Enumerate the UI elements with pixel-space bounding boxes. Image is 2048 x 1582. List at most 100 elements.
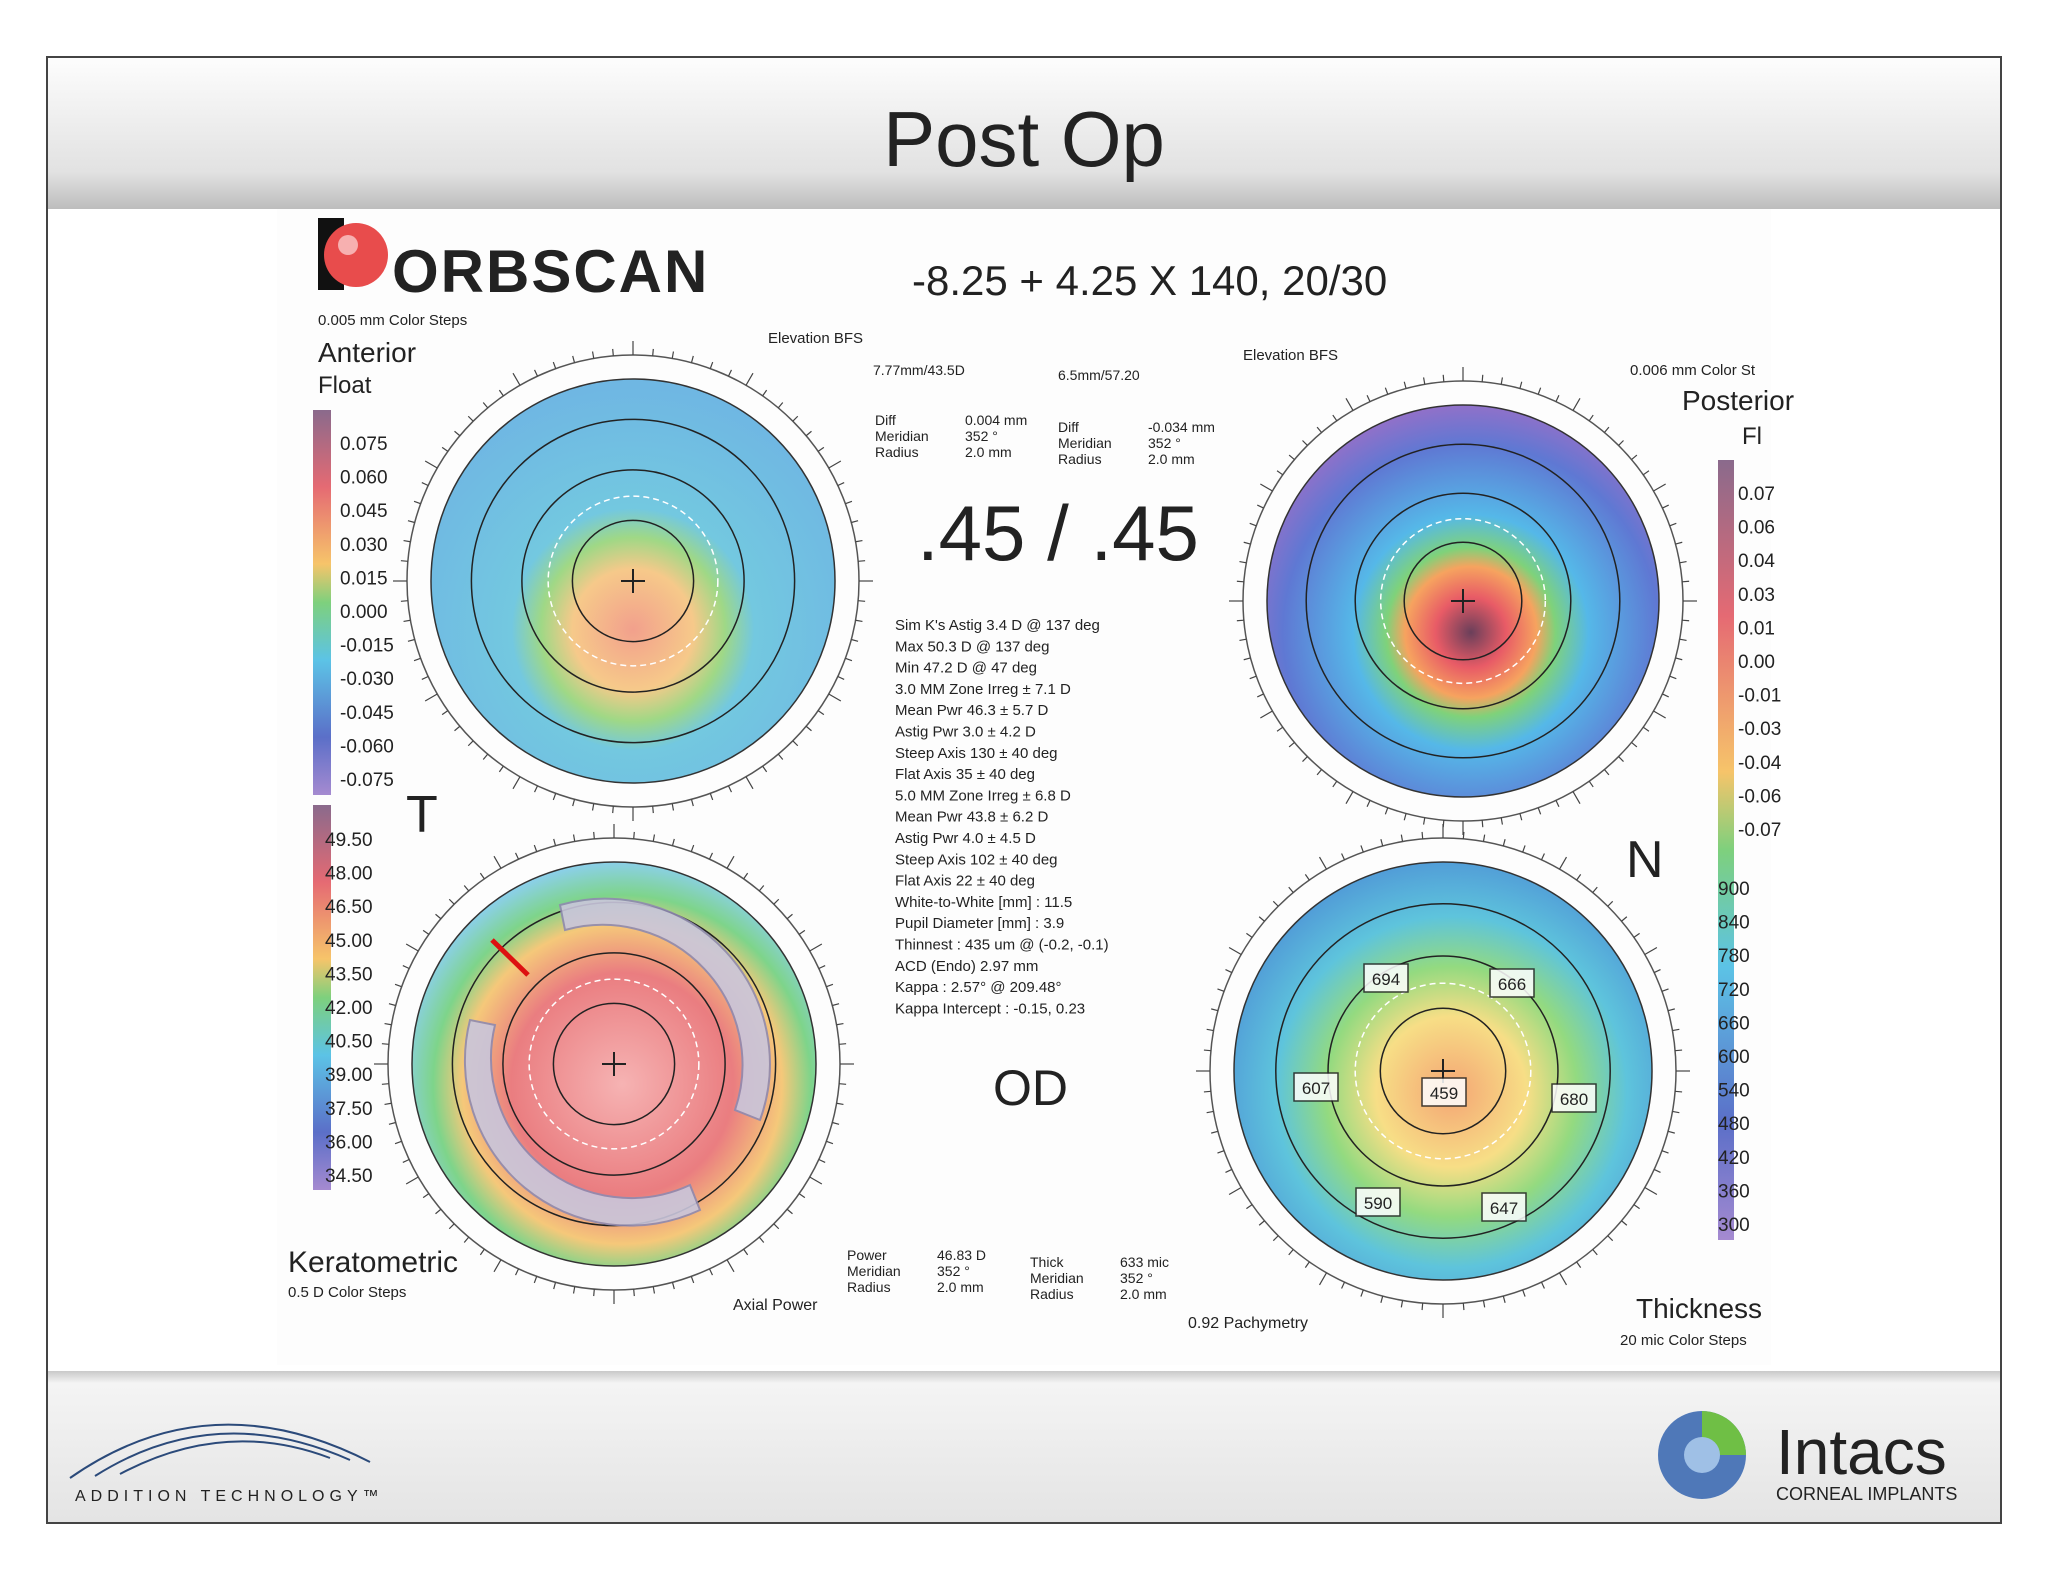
map-bfs: 6.5mm/57.20	[1058, 367, 1140, 383]
map-tick	[1653, 710, 1666, 719]
map-color-steps: 20 mic Color Steps	[1620, 1332, 1747, 1349]
map-tick	[652, 1286, 656, 1294]
logo-highlight	[338, 235, 358, 255]
map-tick	[493, 855, 502, 869]
map-tick	[1679, 638, 1687, 642]
scale-label: 360	[1718, 1181, 1750, 1202]
map-tick	[1662, 693, 1669, 698]
map-tick	[786, 913, 793, 920]
map-tick	[1400, 834, 1404, 842]
map-tick	[512, 776, 521, 790]
brand: ORBSCAN	[392, 238, 709, 305]
map-tick	[407, 638, 415, 642]
map-tick	[1675, 541, 1683, 545]
map-pupil-ring	[528, 978, 700, 1150]
map-tick	[591, 803, 595, 811]
map-tick	[1679, 560, 1687, 564]
map-tick	[1618, 440, 1624, 446]
map-tick	[1288, 741, 1295, 748]
thickness-reading: 459	[1430, 1084, 1458, 1103]
map-tick	[1644, 946, 1658, 956]
map-tick	[690, 355, 694, 363]
map-tick	[1669, 522, 1677, 527]
map-color-steps: 0.5 D Color Steps	[288, 1284, 406, 1301]
map-tick	[633, 831, 635, 839]
map-tick	[1360, 1289, 1364, 1297]
temporal-label: T	[406, 786, 438, 844]
map-tick	[498, 389, 504, 397]
summary-line: Max 50.3 D @ 137 deg	[895, 638, 1049, 655]
readout-label: Radius	[847, 1279, 891, 1295]
map-ring	[552, 1002, 676, 1126]
map-tick	[826, 983, 834, 988]
map-tick	[400, 560, 408, 562]
map-tick	[593, 831, 595, 839]
map-title: Posterior	[1682, 385, 1794, 416]
logo-ball	[324, 223, 388, 287]
map-tick	[403, 619, 411, 623]
readout-value: 2.0 mm	[965, 444, 1012, 460]
map-tick	[1403, 813, 1407, 821]
map-tick	[690, 799, 694, 807]
map-tick	[403, 539, 411, 543]
map-bfs: 7.77mm/43.5D	[873, 362, 965, 378]
map-tick	[381, 1043, 389, 1045]
summary-line: 5.0 MM Zone Irreg ± 6.8 D	[895, 787, 1071, 804]
map-tick	[514, 852, 520, 860]
scale-label: 39.00	[325, 1065, 373, 1086]
map-type: 0.92 Pachymetry	[1188, 1315, 1308, 1332]
map-tick	[1304, 1261, 1310, 1268]
readout-label: Radius	[1030, 1286, 1074, 1302]
map-tick	[1302, 756, 1308, 762]
scale-label: 900	[1718, 879, 1750, 900]
map-tick	[1662, 504, 1669, 509]
reading-box	[1293, 1072, 1339, 1102]
map-tick	[786, 1208, 793, 1215]
map-tick	[1217, 1150, 1225, 1154]
intacs-logo: Intacs	[1776, 1416, 1947, 1488]
map-reference: Elevation BFS	[768, 330, 863, 347]
map-tick	[1633, 1204, 1640, 1210]
map-tick	[690, 844, 695, 852]
readout-label: Radius	[875, 444, 919, 460]
map-tick	[1462, 1303, 1465, 1311]
scale-label: 0.075	[340, 434, 388, 455]
map-tick	[1592, 886, 1598, 893]
map-tick	[1481, 374, 1484, 382]
map-tick	[1607, 900, 1614, 907]
map-tick	[553, 1282, 557, 1290]
map-tick	[1540, 1281, 1545, 1289]
map-tick	[762, 389, 768, 397]
map-tick	[1341, 853, 1346, 861]
map-tick	[1366, 395, 1371, 402]
map-tick	[1345, 398, 1354, 411]
map-tick	[709, 793, 714, 801]
map-ring	[1305, 443, 1621, 759]
scale-label: 43.50	[325, 964, 373, 985]
map-tick	[533, 785, 539, 793]
map-tick	[421, 675, 429, 681]
map-tick	[1522, 845, 1526, 853]
map-tick	[1558, 1272, 1568, 1286]
map-tick	[1675, 1090, 1683, 1093]
thickness-reading: 607	[1302, 1079, 1330, 1098]
thickness-reading: 694	[1372, 970, 1400, 989]
map-tick	[467, 415, 474, 422]
summary-line: Astig Pwr 4.0 ± 4.5 D	[895, 830, 1036, 847]
map-ring	[1327, 955, 1559, 1187]
summary-line: Flat Axis 22 ± 40 deg	[895, 873, 1035, 890]
map-tick	[448, 1223, 455, 1230]
map-tick	[572, 834, 576, 842]
scale-label: 0.04	[1738, 551, 1775, 572]
intacs-segment	[463, 1018, 702, 1227]
map-tick	[671, 1282, 675, 1290]
readout-label: Radius	[1058, 451, 1102, 467]
map-tick	[441, 446, 449, 452]
map-tick	[1206, 1028, 1214, 1032]
map-tick	[1481, 820, 1484, 828]
readout-value: 352 °	[1120, 1270, 1153, 1286]
map-tick	[1316, 769, 1323, 776]
map-tick	[381, 1083, 389, 1085]
map-tick	[1482, 1300, 1486, 1308]
map-tick	[773, 898, 780, 905]
